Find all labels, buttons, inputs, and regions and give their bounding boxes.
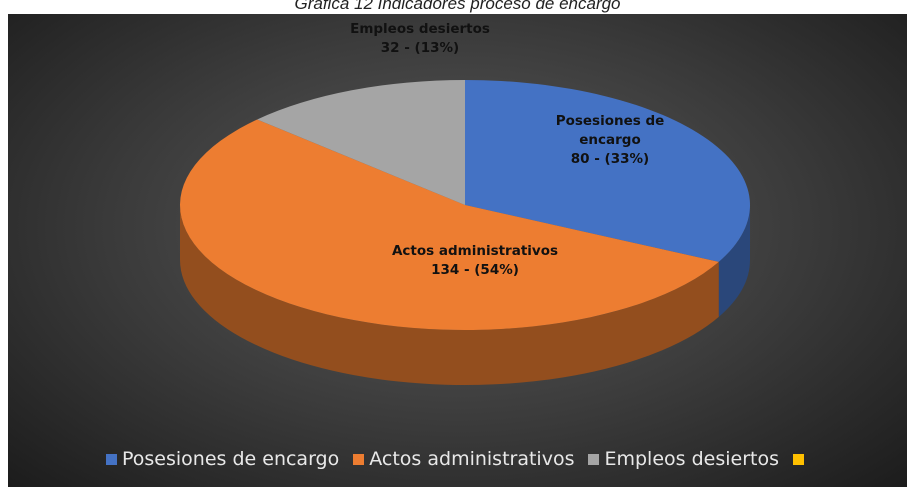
data-label: Empleos desiertos 32 - (13%) [340, 20, 500, 58]
legend-swatch [106, 453, 117, 465]
data-label-value: 80 - (33%) [570, 151, 650, 167]
data-label-name: Empleos desiertos [350, 21, 490, 37]
legend-item: Actos administrativos [353, 448, 574, 470]
legend-label: Empleos desiertos [604, 448, 779, 470]
data-label-value: 134 - (54%) [431, 262, 519, 278]
data-label-value: 32 - (13%) [380, 40, 460, 56]
slice [465, 80, 750, 262]
chart-title: Gráfica 12 Indicadores proceso de encarg… [294, 0, 621, 13]
legend-label: Posesiones de encargo [122, 448, 340, 470]
data-label: Actos administrativos 134 - (54%) [390, 242, 560, 280]
slice [180, 119, 719, 330]
slice-side [180, 205, 719, 386]
slice [257, 80, 465, 205]
data-label-name: Actos administrativos [391, 243, 559, 259]
legend-label: Actos administrativos [369, 448, 575, 470]
slice-side [718, 205, 750, 317]
legend-swatch [588, 453, 600, 465]
data-label-name: Posesiones de encargo [555, 113, 665, 148]
legend: Posesiones de encargo Actos administrativ… [0, 448, 915, 470]
legend-item [793, 448, 809, 470]
data-label: Posesiones de encargo 80 - (33%) [550, 112, 670, 169]
legend-item: Empleos desiertos [588, 448, 779, 470]
legend-swatch [793, 453, 804, 465]
legend-swatch [353, 453, 365, 465]
legend-item: Posesiones de encargo [106, 448, 339, 470]
